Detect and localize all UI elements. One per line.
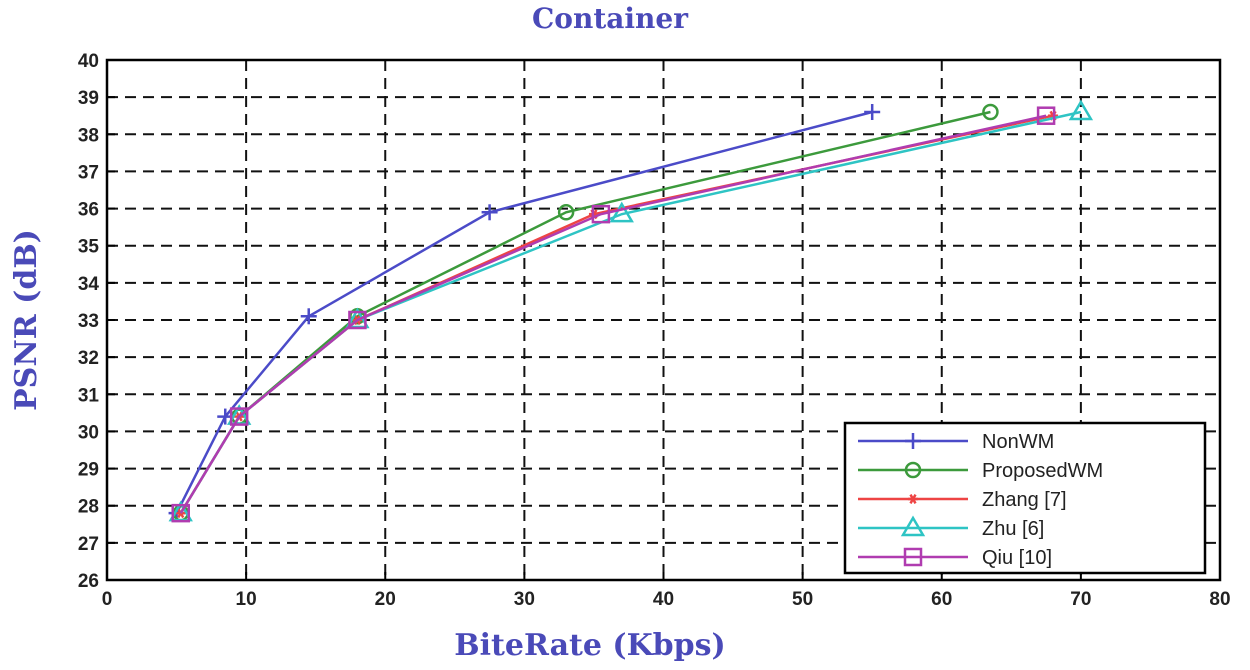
x-tick-label: 0	[102, 589, 113, 610]
legend-label: Qiu [10]	[982, 547, 1052, 569]
data-point	[591, 204, 611, 224]
y-tick-label: 28	[78, 497, 99, 518]
legend-item: Zhu [6]	[858, 515, 1044, 540]
data-point	[900, 515, 926, 537]
x-tick-label: 30	[514, 589, 535, 610]
y-tick-label: 37	[78, 162, 99, 183]
y-tick-label: 36	[78, 200, 99, 221]
series-group	[168, 99, 1094, 523]
x-tick-label: 70	[1070, 589, 1091, 610]
y-tick-label: 31	[78, 385, 100, 406]
y-tick-label: 29	[78, 460, 99, 481]
data-point	[982, 103, 999, 121]
x-tick-label: 10	[236, 589, 257, 610]
legend-item: Qiu [10]	[858, 547, 1052, 569]
x-tick-label: 60	[931, 589, 952, 610]
legend: NonWM ProposedWM Zhang [7] Zhu [6] Qiu [10]	[843, 421, 1207, 575]
y-tick-label: 26	[78, 571, 99, 592]
y-tick-label: 30	[78, 422, 99, 443]
y-tick-label: 39	[78, 88, 99, 109]
data-point	[1036, 106, 1056, 125]
legend-item: Zhang [7]	[858, 489, 1067, 511]
data-point	[905, 433, 921, 449]
y-tick-label: 27	[78, 534, 99, 555]
x-tick-label: 40	[653, 589, 674, 610]
data-point	[229, 407, 249, 426]
chart-title: Container	[532, 2, 689, 35]
data-point	[864, 104, 881, 120]
x-tick-label: 20	[375, 589, 396, 610]
data-point	[1068, 99, 1094, 121]
series-qiu-10	[171, 106, 1056, 523]
series-line	[179, 114, 1047, 514]
legend-label: NonWM	[982, 431, 1054, 453]
x-tick-label: 80	[1209, 589, 1230, 610]
data-point	[300, 308, 317, 325]
x-tick-label: 50	[792, 589, 813, 610]
data-point	[481, 204, 498, 221]
data-point	[904, 461, 922, 479]
tick-labels: 0 10 20 30 40 50 60 70 80 26 27 28 29 30 31 32 33 34 35 36 3…	[78, 51, 1231, 610]
legend-label: Zhang [7]	[982, 489, 1067, 511]
data-point	[908, 494, 918, 504]
data-point	[557, 204, 575, 221]
y-tick-label: 33	[78, 311, 99, 332]
legend-item: NonWM	[858, 431, 1054, 453]
data-point	[903, 547, 923, 567]
legend-label: Zhu [6]	[982, 518, 1044, 540]
y-tick-label: 35	[78, 237, 100, 258]
legend-item: ProposedWM	[858, 460, 1103, 482]
data-point	[609, 201, 634, 223]
y-tick-label: 38	[78, 125, 99, 146]
y-axis-label: PSNR (dB)	[9, 229, 44, 411]
y-tick-label: 34	[78, 274, 100, 295]
data-point	[171, 503, 190, 523]
legend-label: ProposedWM	[982, 460, 1103, 482]
y-tick-label: 32	[78, 348, 99, 369]
plot-frame	[105, 58, 1222, 582]
series-nonwm	[168, 104, 881, 522]
y-tick-label: 40	[78, 51, 99, 72]
x-axis-label: BiteRate (Kbps)	[454, 628, 725, 663]
data-point	[348, 310, 367, 330]
